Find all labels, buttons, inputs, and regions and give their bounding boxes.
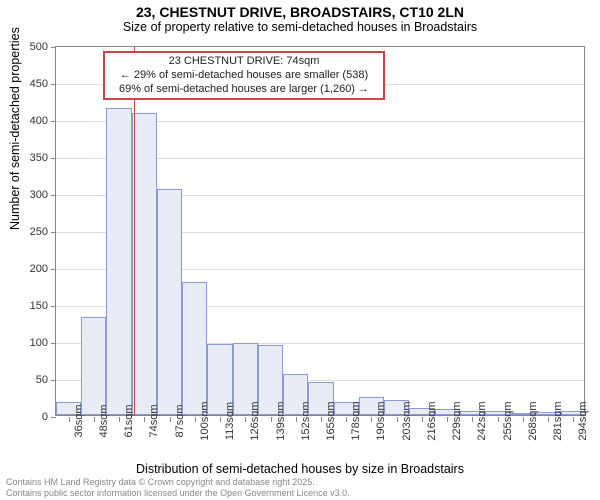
x-tick-label: 281sqm [552, 401, 564, 440]
x-tick-label: 242sqm [476, 401, 488, 440]
y-tick-mark [51, 306, 56, 307]
x-tick-mark [144, 417, 145, 422]
y-tick-label: 300 [8, 189, 48, 201]
footer-line-2: Contains public sector information licen… [6, 488, 350, 498]
title-block: 23, CHESTNUT DRIVE, BROADSTAIRS, CT10 2L… [0, 0, 600, 36]
x-tick-mark [573, 417, 574, 422]
y-tick-label: 250 [8, 226, 48, 238]
annotation-line-2: ← 29% of semi-detached houses are smalle… [109, 69, 379, 83]
x-tick-mark [523, 417, 524, 422]
x-tick-label: 255sqm [502, 401, 514, 440]
y-tick-mark [51, 47, 56, 48]
x-tick-label: 216sqm [426, 401, 438, 440]
x-tick-label: 268sqm [527, 401, 539, 440]
y-tick-mark [51, 232, 56, 233]
x-tick-label: 294sqm [577, 401, 589, 440]
reference-line [134, 47, 135, 415]
histogram-plot: 05010015020025030035040045050036sqm48sqm… [55, 46, 585, 416]
x-tick-mark [472, 417, 473, 422]
y-tick-label: 50 [8, 374, 48, 386]
y-tick-mark [51, 380, 56, 381]
x-tick-mark [271, 417, 272, 422]
y-tick-mark [51, 195, 56, 196]
y-tick-label: 100 [8, 337, 48, 349]
x-tick-mark [195, 417, 196, 422]
x-tick-mark [498, 417, 499, 422]
histogram-bar [132, 113, 157, 415]
annotation-line-1: 23 CHESTNUT DRIVE: 74sqm [109, 55, 379, 69]
x-tick-mark [220, 417, 221, 422]
y-tick-mark [51, 343, 56, 344]
x-tick-mark [119, 417, 120, 422]
y-tick-mark [51, 84, 56, 85]
x-tick-mark [447, 417, 448, 422]
y-tick-mark [51, 417, 56, 418]
y-tick-label: 500 [8, 41, 48, 53]
x-tick-mark [69, 417, 70, 422]
histogram-bar [106, 108, 131, 415]
x-tick-mark [321, 417, 322, 422]
page-subtitle: Size of property relative to semi-detach… [0, 20, 600, 34]
annotation-line-3: 69% of semi-detached houses are larger (… [109, 83, 379, 97]
y-tick-label: 400 [8, 115, 48, 127]
x-tick-mark [548, 417, 549, 422]
y-tick-label: 0 [8, 411, 48, 423]
x-axis-label: Distribution of semi-detached houses by … [0, 462, 600, 476]
x-tick-label: 229sqm [451, 401, 463, 440]
x-tick-mark [371, 417, 372, 422]
x-tick-mark [296, 417, 297, 422]
histogram-bar [157, 189, 182, 415]
y-tick-mark [51, 121, 56, 122]
y-tick-mark [51, 158, 56, 159]
x-tick-mark [170, 417, 171, 422]
x-tick-mark [94, 417, 95, 422]
y-tick-label: 200 [8, 263, 48, 275]
x-tick-mark [346, 417, 347, 422]
chart-area: 05010015020025030035040045050036sqm48sqm… [55, 46, 585, 416]
x-tick-mark [397, 417, 398, 422]
page-title: 23, CHESTNUT DRIVE, BROADSTAIRS, CT10 2L… [0, 4, 600, 20]
x-tick-mark [245, 417, 246, 422]
y-tick-label: 150 [8, 300, 48, 312]
footer: Contains HM Land Registry data © Crown c… [6, 477, 350, 498]
footer-line-1: Contains HM Land Registry data © Crown c… [6, 477, 350, 487]
histogram-bar [81, 317, 106, 415]
x-tick-mark [422, 417, 423, 422]
y-tick-mark [51, 269, 56, 270]
histogram-bar [182, 282, 207, 415]
y-tick-label: 450 [8, 78, 48, 90]
property-annotation: 23 CHESTNUT DRIVE: 74sqm ← 29% of semi-d… [103, 51, 385, 100]
y-tick-label: 350 [8, 152, 48, 164]
